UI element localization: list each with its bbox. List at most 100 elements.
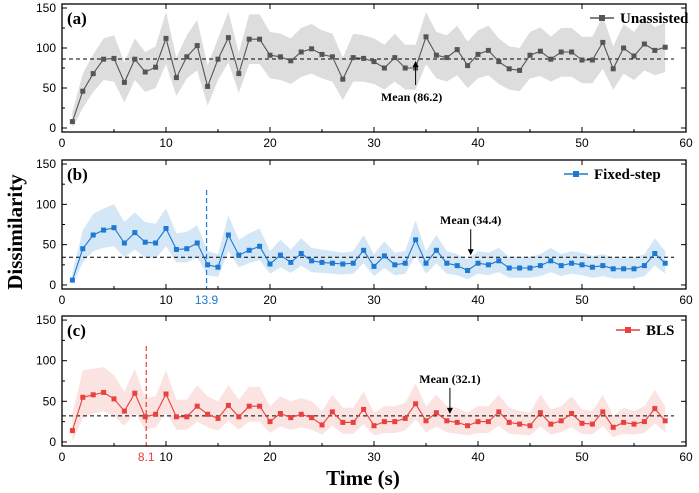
data-point xyxy=(215,56,221,62)
data-point xyxy=(90,232,96,238)
y-tick-label: 100 xyxy=(36,354,56,368)
x-tick-label: 60 xyxy=(679,136,693,150)
data-point xyxy=(205,83,211,89)
data-point xyxy=(111,225,117,231)
data-point xyxy=(641,419,647,425)
data-point xyxy=(184,414,190,420)
series-line xyxy=(71,35,666,122)
data-point xyxy=(277,411,283,416)
data-point xyxy=(111,55,117,61)
data-point xyxy=(527,52,533,58)
data-point xyxy=(537,263,543,269)
mean-arrow-head xyxy=(412,61,419,68)
data-point xyxy=(101,389,107,395)
mean-arrow-head xyxy=(467,249,474,256)
x-tick-label: 50 xyxy=(575,450,589,464)
data-point xyxy=(517,265,523,271)
x-tick-label: 60 xyxy=(679,293,693,307)
data-point xyxy=(641,41,647,47)
data-point xyxy=(69,428,75,434)
data-point xyxy=(246,247,252,253)
data-point xyxy=(444,55,450,61)
data-point xyxy=(153,411,159,417)
data-point xyxy=(621,419,627,425)
data-point xyxy=(444,418,450,424)
legend-swatch-marker xyxy=(573,171,579,177)
panel-data-group xyxy=(62,346,674,446)
threshold-label: 8.1 xyxy=(138,450,155,464)
data-point xyxy=(236,71,242,77)
data-point xyxy=(132,230,138,236)
data-point xyxy=(215,264,221,270)
data-point xyxy=(329,409,335,415)
data-point xyxy=(194,403,200,409)
data-point xyxy=(236,414,242,420)
data-point xyxy=(361,406,367,412)
data-point xyxy=(142,414,148,420)
panel-a: 0 10 20 30 40 50 60 0 50 100 150 (a) Unassisted Mean … xyxy=(36,1,693,150)
data-point xyxy=(277,54,283,60)
data-point xyxy=(631,266,637,272)
data-point xyxy=(309,46,315,52)
data-point xyxy=(236,252,242,258)
data-point xyxy=(288,415,294,421)
data-point xyxy=(350,260,356,266)
mean-label: Mean (32.1) xyxy=(419,372,480,386)
data-point xyxy=(423,418,429,424)
data-point xyxy=(121,240,127,246)
data-point xyxy=(402,415,408,421)
x-tick-label: 20 xyxy=(263,293,277,307)
y-tick-label: 100 xyxy=(36,41,56,55)
y-tick-label: 150 xyxy=(36,1,56,15)
data-point xyxy=(506,265,512,271)
data-point xyxy=(465,268,471,273)
data-point xyxy=(309,258,315,264)
x-tick-label: 0 xyxy=(59,293,66,307)
data-point xyxy=(433,410,439,416)
y-tick-label: 0 xyxy=(49,435,56,449)
data-point xyxy=(569,411,575,416)
data-point xyxy=(641,263,647,269)
data-point xyxy=(392,55,398,61)
data-point xyxy=(600,409,606,415)
data-point xyxy=(319,51,325,57)
x-tick-label: 30 xyxy=(367,450,381,464)
data-point xyxy=(215,415,221,421)
data-point xyxy=(340,261,346,267)
data-point xyxy=(371,263,377,269)
data-point xyxy=(589,421,595,427)
data-point xyxy=(589,264,595,270)
data-point xyxy=(413,237,419,243)
data-point xyxy=(329,260,335,266)
data-point xyxy=(340,76,346,82)
panel-label: (b) xyxy=(67,165,88,184)
data-point xyxy=(205,262,211,268)
data-point xyxy=(465,63,471,69)
data-point xyxy=(101,227,107,233)
mean-arrow-head xyxy=(446,407,453,414)
data-point xyxy=(132,390,138,396)
data-point xyxy=(465,423,471,429)
data-point xyxy=(298,49,304,55)
data-point xyxy=(527,265,533,271)
data-point xyxy=(631,421,637,427)
data-point xyxy=(517,421,523,427)
y-tick-label: 0 xyxy=(49,278,56,292)
data-point xyxy=(621,45,627,51)
data-point xyxy=(579,420,585,426)
data-point xyxy=(600,263,606,269)
data-point xyxy=(537,48,543,54)
data-point xyxy=(371,423,377,429)
data-point xyxy=(392,262,398,268)
data-point xyxy=(569,49,575,55)
data-point xyxy=(194,43,200,49)
x-axis-label: Time (s) xyxy=(326,466,400,490)
data-point xyxy=(610,424,616,430)
data-point xyxy=(558,263,564,269)
data-point xyxy=(205,411,211,417)
data-point xyxy=(631,53,637,59)
data-point xyxy=(173,75,179,81)
data-point xyxy=(267,52,273,58)
data-point xyxy=(298,251,304,256)
data-point xyxy=(485,47,491,53)
